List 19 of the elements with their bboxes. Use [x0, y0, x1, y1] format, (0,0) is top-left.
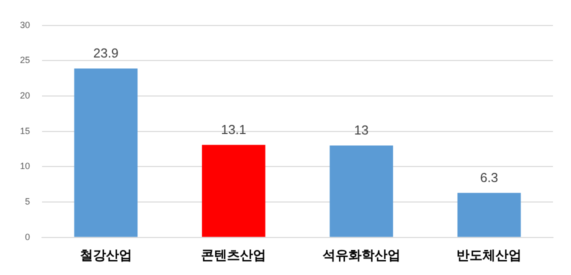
bar: [457, 192, 521, 237]
data-label: 6.3: [480, 170, 498, 185]
y-tick-label: 0: [24, 232, 30, 242]
bar: [74, 68, 138, 237]
data-label: 13: [354, 122, 369, 138]
y-tick-label: 5: [24, 196, 30, 207]
y-tick-label: 15: [20, 126, 30, 136]
y-tick-label: 25: [20, 55, 30, 66]
x-tick-label: 반도체산업: [456, 248, 522, 264]
x-tick-label: 콘텐츠산업: [201, 248, 266, 264]
x-tick-label: 석유화학산업: [322, 248, 400, 264]
y-tick-label: 20: [20, 90, 30, 101]
data-label: 13.1: [220, 122, 246, 137]
x-tick-label: 철강산업: [80, 248, 132, 264]
y-tick-label: 30: [20, 20, 30, 30]
bar: [330, 146, 394, 237]
y-tick-label: 10: [20, 161, 30, 172]
bar: [202, 144, 266, 237]
data-label: 23.9: [93, 46, 119, 61]
